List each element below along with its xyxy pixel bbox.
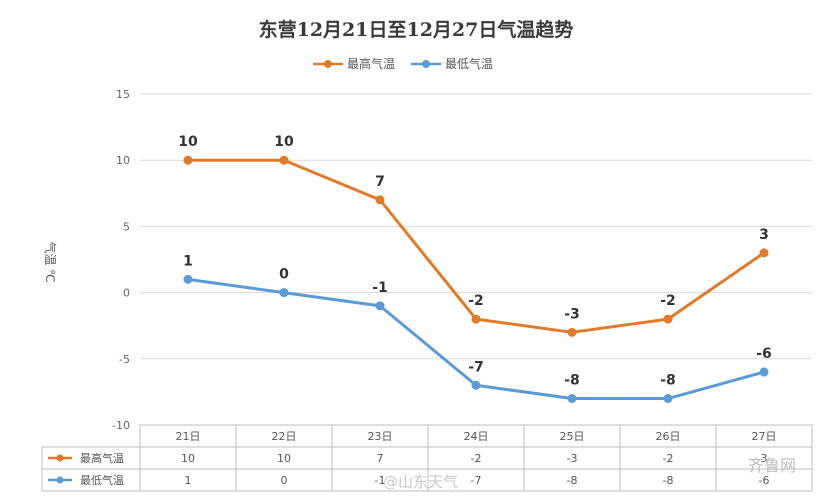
data-points — [183, 155, 769, 404]
data-point — [471, 314, 481, 324]
table-row-label: 最低气温 — [80, 473, 124, 487]
y-tick-label: 0 — [123, 287, 130, 300]
data-point — [375, 301, 385, 311]
data-point — [183, 274, 193, 284]
table-legend-marker — [56, 454, 64, 462]
legend-marker-low — [422, 60, 430, 68]
x-tick-label: 23日 — [368, 430, 393, 443]
data-point — [567, 394, 577, 404]
table-cell: -7 — [471, 474, 482, 487]
data-point — [759, 367, 769, 377]
table-cell: -2 — [663, 452, 674, 465]
y-tick-label: 5 — [123, 220, 130, 233]
table-cell: 1 — [185, 474, 192, 487]
x-tick-label: 21日 — [176, 430, 201, 443]
x-tick-label: 25日 — [560, 430, 585, 443]
table-cell: -3 — [567, 452, 578, 465]
y-tick-label: -10 — [112, 419, 130, 432]
data-label: -7 — [468, 359, 484, 375]
data-label: -3 — [564, 306, 580, 322]
y-tick-labels: 15 10 5 0 -5 -10 — [112, 88, 130, 432]
data-label: 10 — [178, 134, 198, 150]
table-cell: 10 — [181, 452, 195, 465]
table-cell: 10 — [277, 452, 291, 465]
table-cell: 3 — [761, 452, 768, 465]
data-label: -2 — [660, 293, 676, 309]
x-tick-label: 27日 — [752, 430, 777, 443]
site-watermark: 齐鲁网 — [748, 456, 796, 475]
data-label: -8 — [660, 373, 676, 389]
data-label: 1 — [183, 253, 193, 269]
chart-title: 东营12月21日至12月27日气温趋势 — [259, 18, 574, 41]
data-label: -1 — [372, 280, 388, 296]
data-point — [279, 155, 289, 165]
data-point — [759, 248, 769, 258]
x-tick-label: 22日 — [272, 430, 297, 443]
data-point — [471, 380, 481, 390]
y-tick-label: 15 — [116, 88, 130, 101]
data-point — [279, 288, 289, 298]
table-cell: -2 — [471, 452, 482, 465]
data-point — [567, 327, 577, 337]
data-label: -8 — [564, 373, 580, 389]
data-point — [375, 195, 385, 205]
table-cell: 7 — [377, 452, 384, 465]
y-tick-label: 10 — [116, 154, 130, 167]
legend-label-low: 最低气温 — [445, 56, 493, 71]
watermark: @山东天气 齐鲁网 — [383, 456, 796, 491]
data-label: -6 — [756, 346, 772, 362]
table-cell: -6 — [759, 474, 770, 487]
weibo-watermark: @山东天气 — [383, 473, 458, 491]
table-row-label: 最高气温 — [80, 451, 124, 465]
y-tick-label: -5 — [119, 353, 130, 366]
legend-label-high: 最高气温 — [347, 56, 395, 71]
data-point — [183, 155, 193, 165]
data-label: 3 — [759, 227, 769, 243]
x-tick-label: 26日 — [656, 430, 681, 443]
table-cell: -8 — [663, 474, 674, 487]
data-label: 0 — [279, 267, 289, 283]
x-tick-label: 24日 — [464, 430, 489, 443]
data-label: 7 — [375, 174, 385, 190]
table-cell: -1 — [375, 474, 386, 487]
data-point — [663, 314, 673, 324]
y-axis-label: 气温 ℃ — [43, 241, 58, 282]
legend-marker-high — [324, 60, 332, 68]
data-point — [663, 394, 673, 404]
legend: 最高气温 最低气温 — [313, 56, 493, 71]
table-cell: 0 — [281, 474, 288, 487]
data-label: -2 — [468, 293, 484, 309]
table-legend-marker — [56, 476, 64, 484]
data-label: 10 — [274, 134, 294, 150]
table-cell: -8 — [567, 474, 578, 487]
gridlines — [140, 93, 812, 426]
